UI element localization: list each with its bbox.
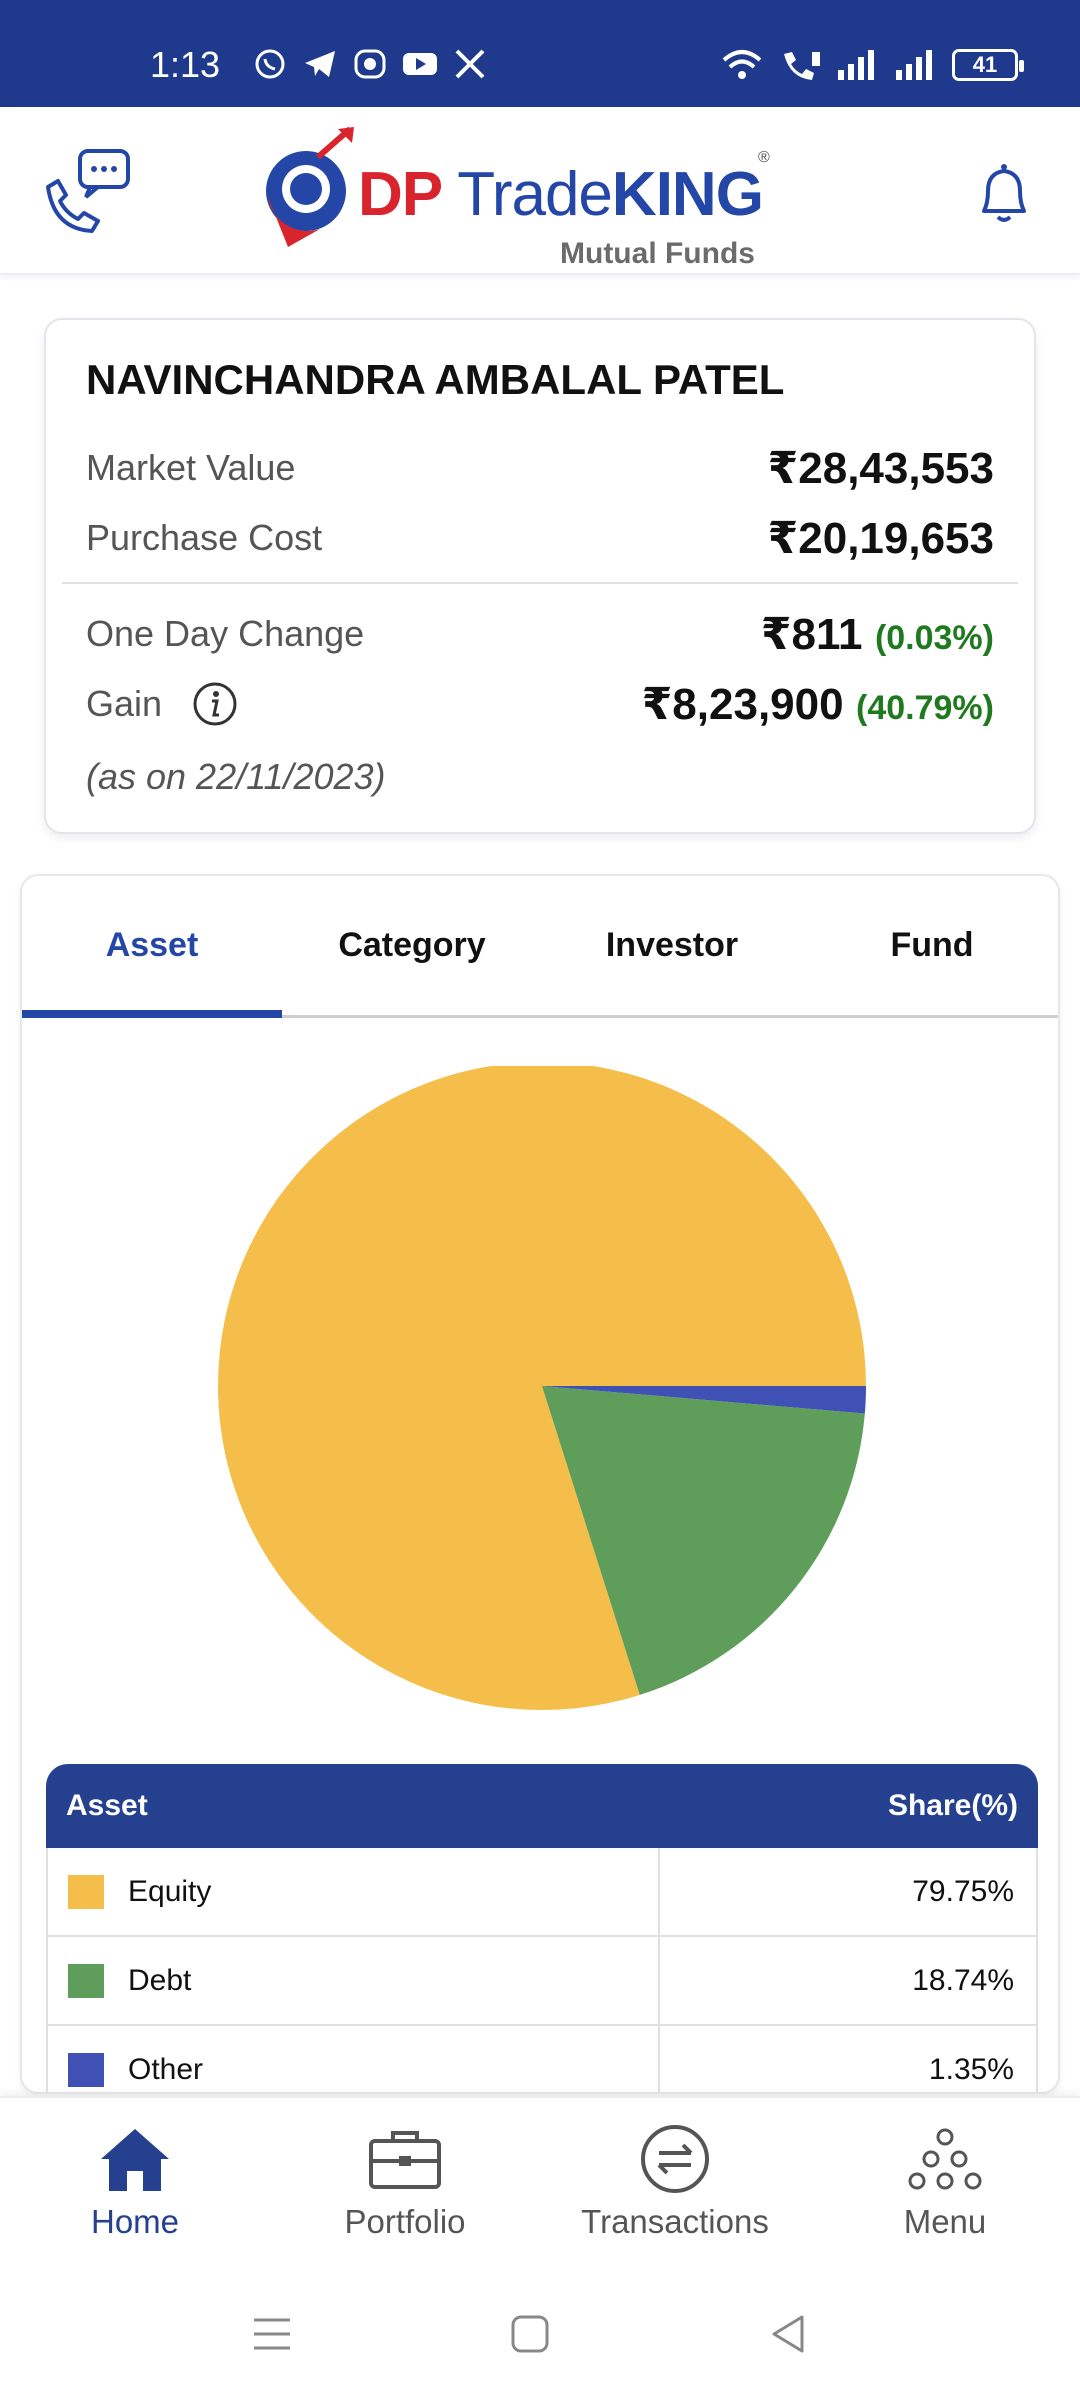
purchase-cost-row: Purchase Cost ₹20,19,653 bbox=[86, 510, 994, 566]
registered-mark: ® bbox=[758, 149, 770, 166]
system-indicators: 41 bbox=[720, 48, 1024, 82]
signal-icon-1 bbox=[838, 50, 874, 80]
gain-label-group: Gain bbox=[86, 681, 238, 727]
gain-value: ₹8,23,900 (40.79%) bbox=[642, 679, 994, 730]
nav-menu[interactable]: Menu bbox=[810, 2098, 1080, 2266]
investor-name: NAVINCHANDRA AMBALAL PATEL bbox=[86, 356, 785, 403]
asset-cell: Debt bbox=[48, 1937, 660, 2024]
lion-emblem-icon bbox=[266, 127, 354, 247]
phone-chat-icon bbox=[46, 149, 130, 233]
gain-amount: ₹8,23,900 bbox=[641, 679, 844, 729]
messenger-icon bbox=[352, 48, 388, 80]
info-icon[interactable] bbox=[192, 681, 238, 727]
battery-indicator: 41 bbox=[952, 49, 1024, 81]
signal-icon-2 bbox=[896, 50, 932, 80]
home-icon bbox=[101, 2129, 169, 2191]
bottom-navigation: Home Portfolio Transactions Menu bbox=[0, 2096, 1080, 2266]
share-cell: 1.35% bbox=[928, 2052, 1014, 2086]
wifi-icon bbox=[722, 50, 762, 79]
purchase-cost: ₹20,19,653 bbox=[767, 513, 994, 563]
asset-pie-chart bbox=[22, 1062, 1058, 1726]
table-row: Debt 18.74% bbox=[46, 1937, 1038, 2026]
pie-slice-other bbox=[542, 1386, 866, 1414]
one-day-change-value: ₹811 (0.03%) bbox=[761, 609, 994, 660]
header-asset: Asset bbox=[66, 1789, 148, 1822]
asset-allocation-table: Asset Share(%) Equity 79.75% Debt 18.74%… bbox=[46, 1764, 1038, 2092]
whatsapp-icon bbox=[252, 48, 288, 80]
notification-icons bbox=[252, 48, 488, 80]
notifications-button[interactable] bbox=[974, 159, 1034, 229]
app-header: DP TradeKING ® Mutual Funds bbox=[0, 107, 1080, 275]
as-on-date: (as on 22/11/2023) bbox=[86, 756, 386, 797]
bell-icon bbox=[982, 164, 1026, 222]
purchase-cost-label: Purchase Cost bbox=[86, 517, 323, 558]
briefcase-icon bbox=[369, 2131, 441, 2189]
tab-fund[interactable]: Fund bbox=[890, 926, 974, 964]
share-cell: 79.75% bbox=[912, 1874, 1014, 1908]
one-day-change: ₹811 bbox=[760, 609, 863, 659]
allocation-card: Asset Category Investor Fund Asset Share… bbox=[20, 874, 1060, 2094]
gain-pct: (40.79%) bbox=[856, 688, 994, 727]
system-navigation-bar bbox=[0, 2266, 1080, 2400]
nav-menu-label: Menu bbox=[903, 2203, 987, 2240]
header-share: Share(%) bbox=[887, 1789, 1018, 1822]
pie-slice-debt bbox=[542, 1386, 865, 1695]
one-day-change-pct: (0.03%) bbox=[874, 618, 994, 657]
tab-asset[interactable]: Asset bbox=[22, 876, 282, 1018]
exchange-icon bbox=[641, 2125, 709, 2193]
nav-transactions[interactable]: Transactions bbox=[540, 2098, 810, 2266]
nav-transactions-label: Transactions bbox=[581, 2203, 769, 2240]
gain-row: Gain ₹8,23,900 (40.79%) bbox=[86, 676, 994, 732]
summary-divider bbox=[62, 582, 1018, 584]
status-time: 1:13 bbox=[150, 44, 221, 85]
nav-portfolio-label: Portfolio bbox=[344, 2203, 466, 2240]
nav-home[interactable]: Home bbox=[0, 2098, 270, 2266]
telegram-icon bbox=[302, 48, 338, 80]
market-value-label: Market Value bbox=[86, 447, 296, 488]
one-day-change-label: One Day Change bbox=[86, 613, 365, 654]
pie-svg bbox=[218, 1062, 867, 1710]
debt-swatch bbox=[68, 1963, 104, 1998]
brand-wordmark: DP TradeKING bbox=[358, 160, 764, 229]
other-swatch bbox=[68, 2052, 104, 2087]
equity-swatch bbox=[68, 1874, 104, 1909]
status-bar: 1:13 41 bbox=[0, 0, 1080, 107]
back-icon[interactable] bbox=[766, 2312, 810, 2356]
market-value-row: Market Value ₹28,43,553 bbox=[86, 440, 994, 496]
volte-call-icon bbox=[784, 52, 820, 80]
brand-tagline: Mutual Funds bbox=[560, 237, 755, 270]
asset-cell: Other bbox=[48, 2026, 660, 2092]
nav-portfolio[interactable]: Portfolio bbox=[270, 2098, 540, 2266]
one-day-change-row: One Day Change ₹811 (0.03%) bbox=[86, 606, 994, 662]
table-row: Other 1.35% bbox=[46, 2026, 1038, 2092]
youtube-icon bbox=[402, 48, 438, 80]
asset-name: Other bbox=[128, 2052, 204, 2086]
nav-home-label: Home bbox=[90, 2203, 180, 2240]
gain-label: Gain bbox=[86, 683, 163, 724]
tab-investor[interactable]: Investor bbox=[605, 926, 739, 964]
tab-category[interactable]: Category bbox=[338, 926, 486, 964]
allocation-tabs: Asset Category Investor Fund bbox=[22, 876, 1058, 1018]
market-value: ₹28,43,553 bbox=[767, 443, 994, 493]
home-system-icon[interactable] bbox=[508, 2312, 552, 2356]
asset-name: Equity bbox=[128, 1874, 212, 1908]
table-header: Asset Share(%) bbox=[46, 1764, 1038, 1848]
share-cell: 18.74% bbox=[912, 1963, 1014, 1997]
asset-name: Debt bbox=[128, 1963, 192, 1997]
recent-apps-icon[interactable] bbox=[250, 2312, 294, 2356]
portfolio-summary-card: NAVINCHANDRA AMBALAL PATEL Market Value … bbox=[44, 318, 1036, 834]
asset-cell: Equity bbox=[48, 1848, 660, 1935]
support-chat-button[interactable] bbox=[34, 145, 134, 241]
x-icon bbox=[452, 48, 488, 80]
table-row: Equity 79.75% bbox=[46, 1848, 1038, 1937]
dp-tradeking-logo: DP TradeKING ® Mutual Funds bbox=[258, 119, 778, 270]
menu-dots-icon bbox=[908, 2128, 982, 2190]
